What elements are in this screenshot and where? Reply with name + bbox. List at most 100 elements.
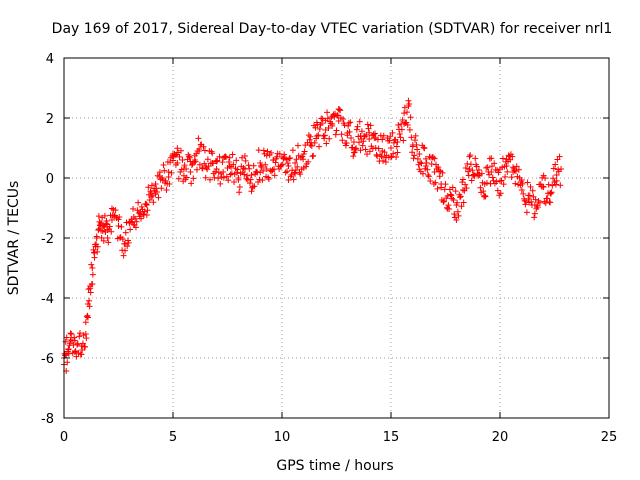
data-point [82, 331, 89, 337]
data-point [404, 121, 411, 128]
data-point [396, 130, 403, 137]
data-point [105, 239, 112, 246]
y-axis-label: SDTVAR / TECUs [6, 181, 22, 296]
data-point [177, 169, 184, 176]
data-point [389, 129, 396, 136]
data-point [362, 146, 369, 153]
data-point [378, 153, 385, 160]
data-point [548, 189, 555, 196]
data-point [386, 137, 393, 144]
data-point [292, 170, 299, 177]
data-point [451, 214, 458, 221]
data-point [329, 121, 336, 127]
data-point [316, 143, 323, 150]
data-point [524, 179, 531, 186]
data-point [213, 166, 220, 172]
data-point [542, 175, 549, 182]
data-point [372, 145, 379, 151]
data-point [143, 212, 150, 219]
data-point [226, 154, 233, 161]
data-point [106, 223, 113, 230]
data-point [162, 177, 169, 184]
data-point [294, 142, 301, 149]
data-point [556, 153, 563, 160]
data-point [179, 156, 186, 163]
data-point [180, 166, 187, 172]
data-point [160, 162, 167, 169]
data-point [462, 181, 469, 188]
data-point [242, 157, 249, 164]
data-point [414, 146, 421, 153]
y-tick-label: -2 [41, 232, 54, 247]
data-point [257, 160, 264, 166]
data-point [342, 142, 349, 149]
data-point [265, 175, 272, 182]
data-point [148, 190, 155, 196]
data-point [399, 116, 406, 123]
data-point [127, 226, 134, 233]
data-point [337, 107, 344, 114]
data-point [510, 169, 517, 175]
data-point [532, 196, 539, 203]
data-point [334, 112, 341, 119]
data-point [181, 162, 188, 169]
data-point [155, 194, 162, 201]
data-point [447, 191, 454, 198]
data-point [350, 139, 357, 145]
data-point [472, 155, 479, 162]
data-point [284, 160, 291, 167]
data-point [494, 187, 501, 194]
data-point [439, 169, 446, 176]
data-point [143, 201, 150, 208]
data-point [488, 169, 495, 175]
data-point [515, 166, 522, 173]
data-point [541, 198, 548, 205]
data-point [549, 182, 556, 189]
y-tick-label: 2 [46, 112, 54, 127]
data-point [265, 174, 272, 181]
data-point [76, 333, 83, 340]
data-point [83, 313, 90, 320]
data-point [193, 150, 200, 157]
data-point [473, 163, 480, 170]
data-point [76, 330, 83, 337]
data-point [463, 185, 470, 192]
data-point [372, 130, 379, 137]
data-point [498, 177, 505, 184]
data-point [257, 162, 264, 169]
data-point [108, 217, 115, 223]
data-point [216, 153, 223, 160]
data-point [451, 211, 458, 218]
data-point [359, 142, 366, 149]
data-point [63, 334, 70, 341]
data-point [394, 149, 401, 156]
data-point [302, 163, 309, 170]
data-point [248, 188, 255, 195]
data-point [306, 136, 313, 143]
data-point [418, 160, 425, 167]
data-point [324, 109, 331, 116]
data-point [398, 126, 405, 133]
x-tick-label: 15 [383, 430, 400, 445]
data-point [481, 181, 488, 187]
data-point [137, 211, 144, 217]
data-point [310, 152, 317, 159]
data-point [82, 343, 89, 350]
data-point [414, 155, 421, 162]
data-point [144, 207, 151, 214]
data-point [401, 110, 408, 117]
data-point [430, 154, 437, 161]
data-point [343, 139, 350, 146]
data-point [462, 165, 469, 172]
data-point [279, 161, 286, 168]
data-point [228, 170, 235, 177]
data-point [459, 187, 466, 193]
data-point [125, 239, 132, 246]
data-point [225, 158, 232, 165]
data-point [547, 190, 554, 197]
data-point [323, 140, 330, 147]
data-point [436, 173, 443, 180]
data-point [99, 227, 106, 234]
